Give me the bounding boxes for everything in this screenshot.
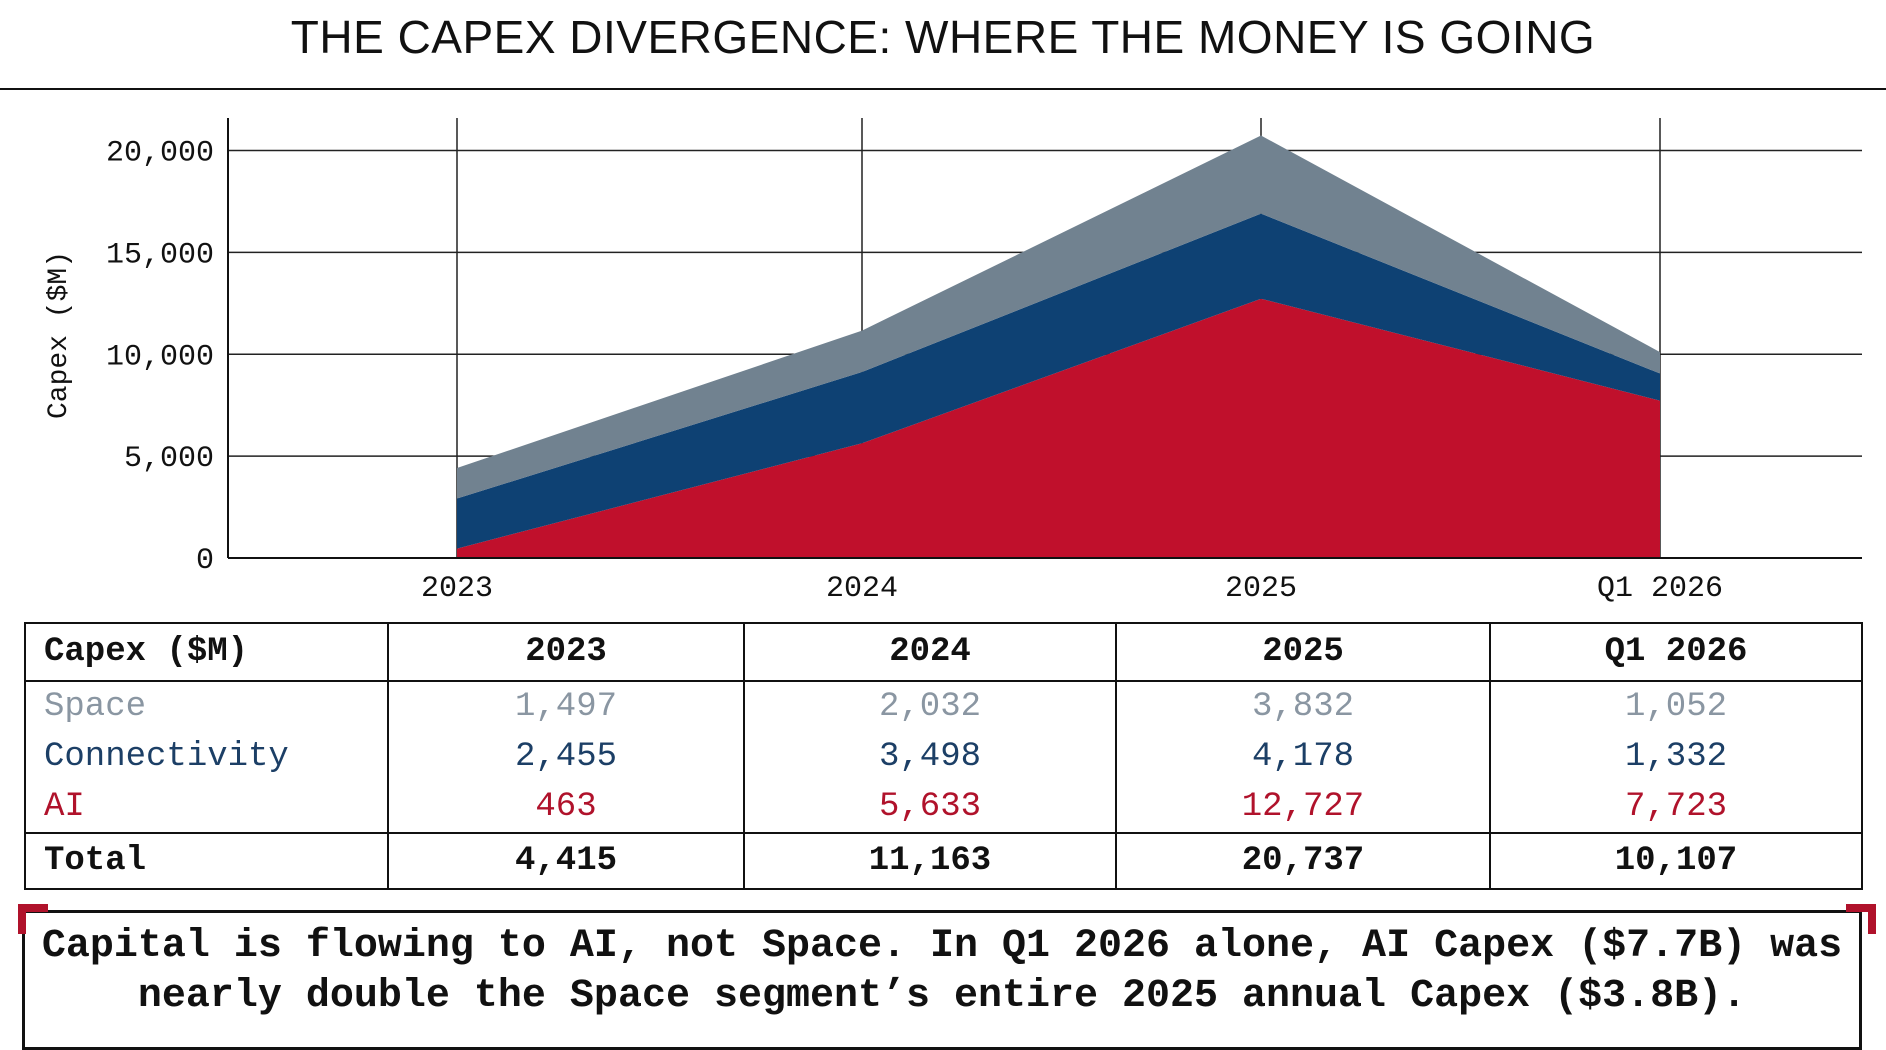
table-row-ai: AI 463 5,633 12,727 7,723 <box>24 782 1863 833</box>
y-tick-label: 10,000 <box>106 340 214 374</box>
table-cell: 4,415 <box>387 832 745 890</box>
callout-line: nearly double the Space segment’s entire… <box>137 974 1747 1019</box>
table-cell: 10,107 <box>1489 832 1863 890</box>
y-tick-label: 20,000 <box>106 137 214 171</box>
capex-table: Capex ($M) 2023 2024 2025 Q1 2026 Space … <box>24 622 1863 890</box>
y-axis-label: Capex ($M) <box>44 251 75 419</box>
table-cell: 463 <box>387 782 745 833</box>
table-cell: 11,163 <box>743 832 1117 890</box>
x-tick-label: 2023 <box>421 572 493 606</box>
table-row-total: Total 4,415 11,163 20,737 10,107 <box>24 832 1863 890</box>
table-row-space: Space 1,497 2,032 3,832 1,052 <box>24 681 1863 732</box>
callout-text: Capital is flowing to AI, not Space. In … <box>22 922 1862 1022</box>
table-cell: 7,723 <box>1489 782 1863 833</box>
table-cell: 1,052 <box>1489 681 1863 732</box>
table-cell: 5,633 <box>743 782 1117 833</box>
table-cell: 20,737 <box>1115 832 1491 890</box>
area-series-ai <box>457 298 1660 558</box>
callout-corner-accent <box>1846 904 1876 934</box>
table-cell: 2,455 <box>387 732 745 782</box>
x-tick-label: Q1 2026 <box>1597 572 1723 606</box>
table-cell: 12,727 <box>1115 782 1491 833</box>
row-label: Total <box>24 832 389 890</box>
table-header-cell: Capex ($M) <box>24 622 389 682</box>
chart-title: THE CAPEX DIVERGENCE: WHERE THE MONEY IS… <box>290 11 1596 63</box>
callout-corner-accent <box>18 904 48 934</box>
table-header-row: Capex ($M) 2023 2024 2025 Q1 2026 <box>24 622 1863 682</box>
callout-line: Capital is flowing to AI, not Space. In … <box>41 924 1843 969</box>
table-cell: 4,178 <box>1115 732 1491 782</box>
x-tick-label: 2025 <box>1225 572 1297 606</box>
row-label: Space <box>24 681 389 732</box>
row-label: AI <box>24 782 389 833</box>
table-header-cell: 2024 <box>743 622 1117 682</box>
area-series-connectivity <box>457 213 1660 549</box>
title-divider <box>0 88 1886 90</box>
x-tick-label: 2024 <box>826 572 898 606</box>
table-row-connectivity: Connectivity 2,455 3,498 4,178 1,332 <box>24 732 1863 782</box>
y-tick-label: 5,000 <box>124 442 214 476</box>
table-cell: 1,497 <box>387 681 745 732</box>
area-series-space <box>457 135 1660 499</box>
table-cell: 3,832 <box>1115 681 1491 732</box>
table-cell: 2,032 <box>743 681 1117 732</box>
table-cell: 3,498 <box>743 732 1117 782</box>
stacked-area-chart: 0 5,000 10,000 15,000 20,000 2023 2024 2025 Q1 2… <box>44 118 1862 606</box>
table-header-cell: 2023 <box>387 622 745 682</box>
y-tick-label: 15,000 <box>106 238 214 272</box>
table-cell: 1,332 <box>1489 732 1863 782</box>
row-label: Connectivity <box>24 732 389 782</box>
table-header-cell: 2025 <box>1115 622 1491 682</box>
table-header-cell: Q1 2026 <box>1489 622 1863 682</box>
y-tick-label: 0 <box>196 544 214 578</box>
